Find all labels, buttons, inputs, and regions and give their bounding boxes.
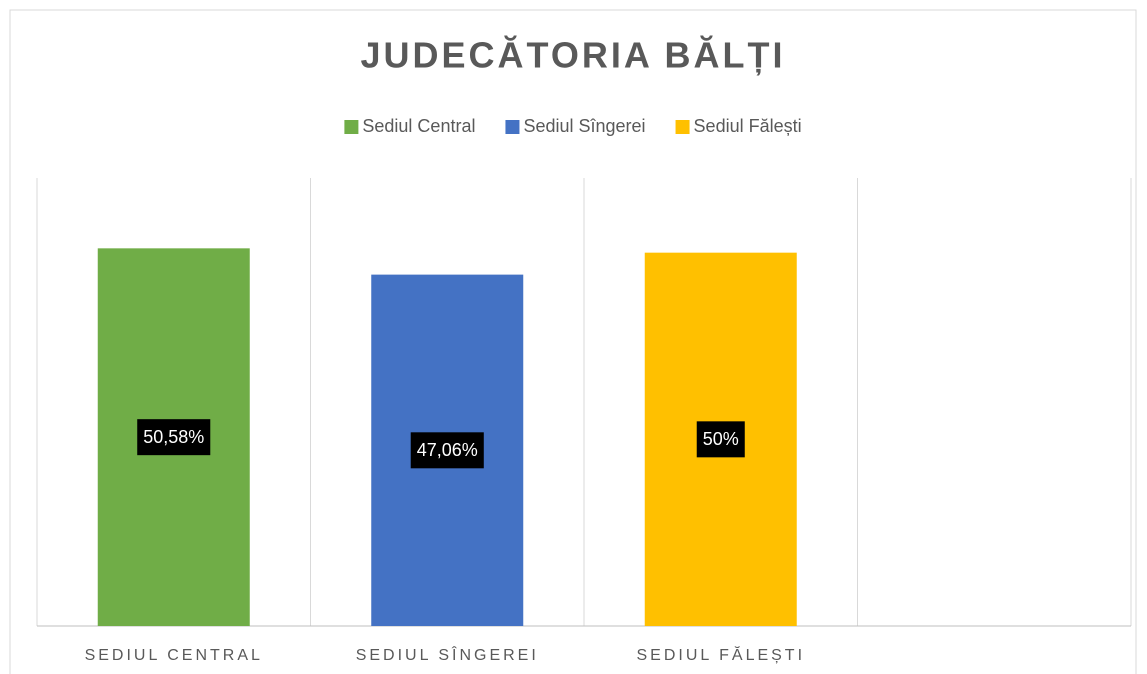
x-tick-label: SEDIUL SÎNGEREI (356, 645, 539, 664)
legend-swatch (675, 120, 690, 134)
data-label: 50,58% (143, 427, 204, 447)
data-label-box (410, 432, 484, 469)
legend-label: Sediul Central (362, 116, 475, 136)
legend-label: Sediul Fălești (694, 116, 802, 136)
x-tick-label: SEDIUL FĂLEȘTI (636, 645, 805, 664)
chart-title: JUDECĂTORIA BĂLȚI (360, 35, 785, 76)
data-label-box (696, 421, 745, 458)
data-label: 47,06% (417, 440, 478, 460)
legend-swatch (505, 120, 520, 134)
legend-swatch (344, 120, 359, 134)
x-tick-label: SEDIUL CENTRAL (85, 647, 263, 664)
data-label-box (137, 419, 211, 456)
chart-border (9, 9, 1137, 674)
data-label: 50% (703, 429, 739, 449)
legend-label: Sediul Sîngerei (523, 116, 645, 136)
